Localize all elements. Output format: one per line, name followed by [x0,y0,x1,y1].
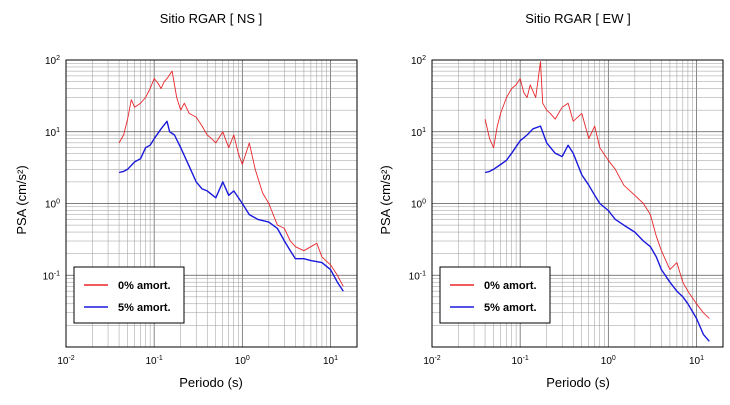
legend-box [73,266,185,324]
legend-label: 5% amort. [484,302,537,314]
grid [65,59,358,348]
legend-box [439,266,551,324]
y-tick-label: 100 [45,199,60,211]
y-tick-label: 10-1 [409,270,426,282]
x-tick-label: 10-2 [57,355,74,367]
y-tick-label: 10-1 [43,270,60,282]
plot-area: 10-2 10-1 100 101 10-1 100 101 102 [43,55,358,367]
plot-frame [431,59,724,348]
plot-area: 10-2 10-1 100 101 10-1 100 101 102 [409,55,724,367]
legend: 0% amort. 5% amort. [73,266,185,324]
y-tick-label: 101 [45,127,60,139]
y-axis-label: PSA (cm/s²) [14,165,29,234]
series-line-red [118,70,344,287]
x-tick-label: 101 [689,355,704,367]
legend-label: 5% amort. [118,302,171,314]
chart-title: Sitio RGAR [ EW ] [525,11,630,26]
chart-panel-ns: Sitio RGAR [ NS ] Periodo (s) PSA (cm/s²… [14,11,358,390]
x-axis-label: Periodo (s) [546,375,610,390]
plot-frame [65,59,358,348]
x-tick-label: 100 [235,355,250,367]
legend-label: 0% amort. [484,280,537,292]
chart-title: Sitio RGAR [ NS ] [160,11,263,26]
x-axis-label: Periodo (s) [179,375,243,390]
y-axis-label: PSA (cm/s²) [378,165,393,234]
series-line-blue [484,125,710,342]
chart-panel-ew: Sitio RGAR [ EW ] Periodo (s) PSA (cm/s²… [378,11,724,390]
x-tick-label: 100 [601,355,616,367]
x-tick-label: 10-2 [423,355,440,367]
y-tick-label: 102 [45,55,60,67]
y-tick-label: 101 [411,127,426,139]
x-tick-label: 10-1 [145,355,162,367]
series-line-red [484,61,710,319]
legend: 0% amort. 5% amort. [439,266,551,324]
y-tick-label: 100 [411,199,426,211]
y-tick-label: 102 [411,55,426,67]
legend-label: 0% amort. [118,280,171,292]
x-tick-label: 101 [323,355,338,367]
x-tick-label: 10-1 [511,355,528,367]
series-line-blue [118,120,344,292]
